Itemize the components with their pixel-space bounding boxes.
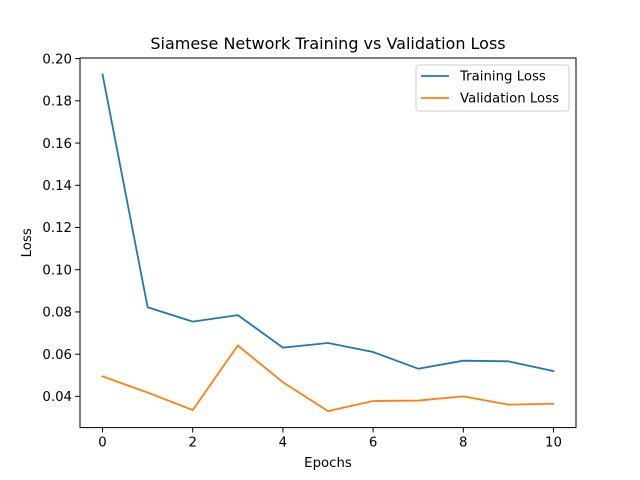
y-tick-label: 0.06 <box>42 348 72 363</box>
y-tick-label: 0.20 <box>42 52 72 67</box>
series-line-validation-loss <box>101 344 555 413</box>
y-tick-label: 0.04 <box>42 390 72 405</box>
chart-title: Siamese Network Training vs Validation L… <box>150 34 505 53</box>
x-tick-label: 0 <box>98 436 106 451</box>
plot-area <box>79 57 577 429</box>
x-tick-label: 6 <box>369 436 377 451</box>
y-tick-label: 0.12 <box>42 221 72 236</box>
series-layer <box>101 73 555 413</box>
y-tick-label: 0.18 <box>42 95 72 110</box>
legend: Training Loss Validation Loss <box>415 64 570 112</box>
x-tick-label: 2 <box>188 436 196 451</box>
y-axis-title: Loss <box>20 228 35 257</box>
plot-frame <box>79 57 577 429</box>
y-tick-label: 0.14 <box>42 179 72 194</box>
y-tick-label: 0.08 <box>42 306 72 321</box>
series-line-training-loss <box>101 73 555 373</box>
x-tick-label: 8 <box>459 436 467 451</box>
legend-box <box>415 64 570 112</box>
y-tick-label: 0.16 <box>42 137 72 152</box>
y-tick-label: 0.10 <box>42 263 72 278</box>
x-tick-label: 4 <box>279 436 287 451</box>
x-axis-title: Epochs <box>304 456 352 471</box>
legend-label: Validation Loss <box>460 92 559 107</box>
x-tick-label: 10 <box>545 436 562 451</box>
y-axis: 0.04 0.06 0.08 0.10 0.12 0.14 0.16 0.18 0.20 <box>42 52 80 405</box>
legend-label: Training Loss <box>459 70 546 85</box>
x-axis: 0 2 4 6 8 10 <box>98 427 562 451</box>
